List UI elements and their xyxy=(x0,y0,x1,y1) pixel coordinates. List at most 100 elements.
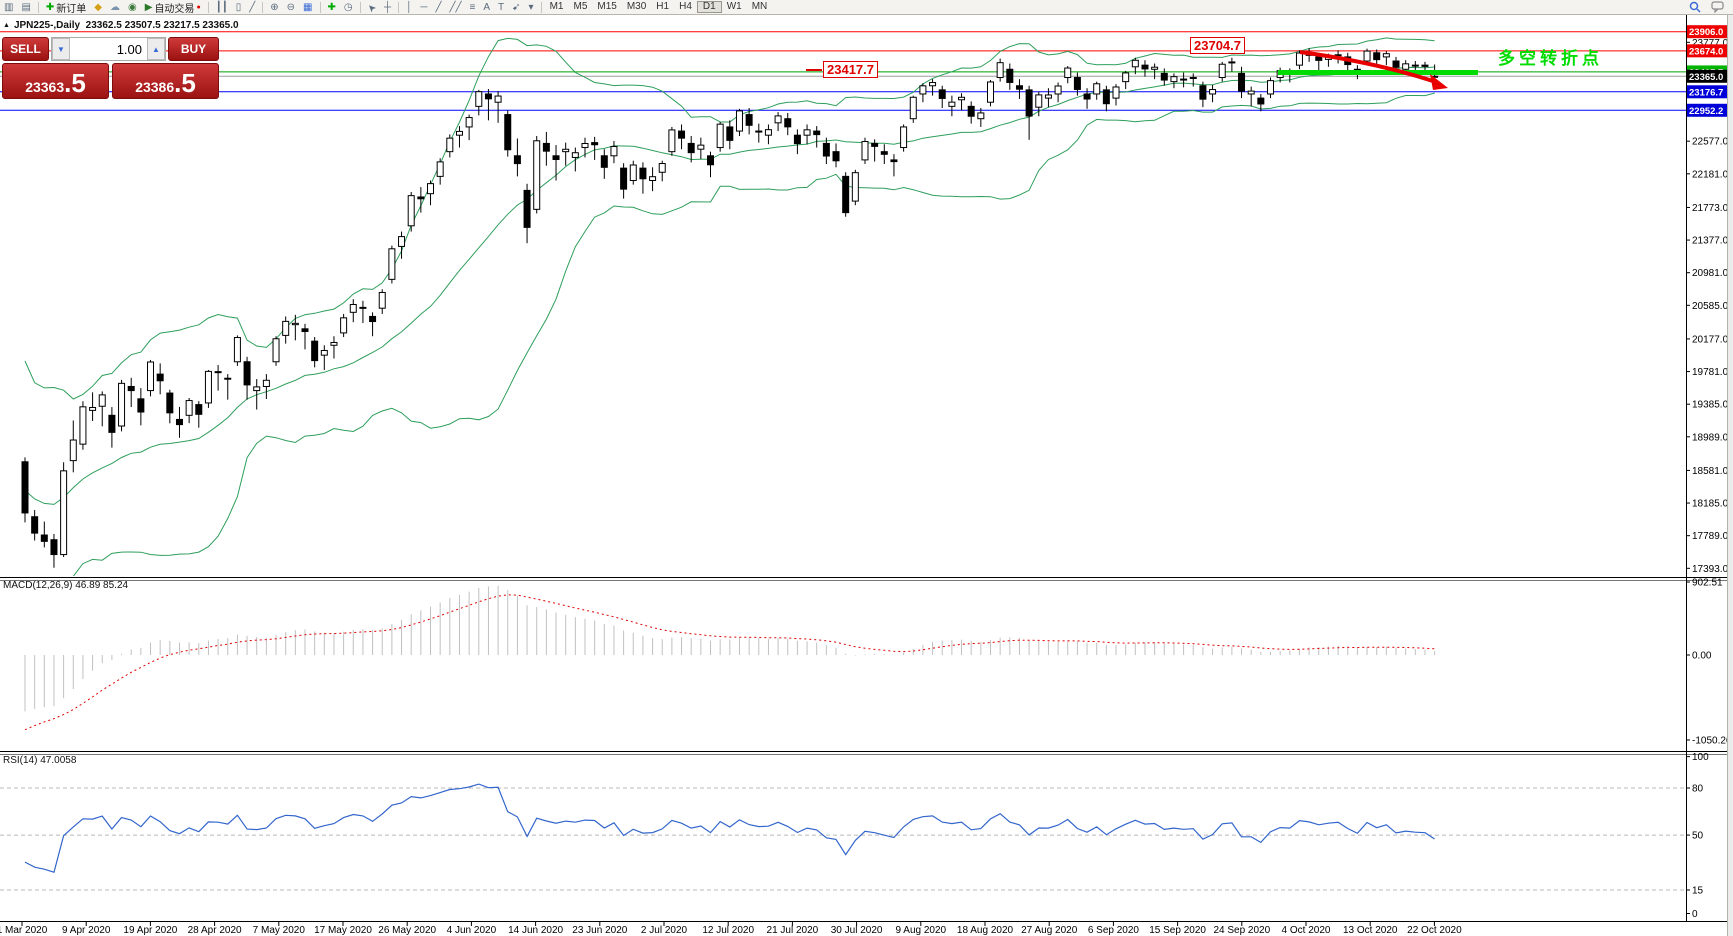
candle-body xyxy=(871,142,879,147)
candle-body xyxy=(320,349,328,356)
toolbar-separator xyxy=(37,1,39,13)
sell-price-pips: .5 xyxy=(64,68,86,98)
crosshair-icon[interactable]: ┼ xyxy=(384,1,392,13)
line-chart-mode-icon[interactable]: ╱ xyxy=(249,1,256,13)
timeframe-M30[interactable]: M30 xyxy=(626,1,647,12)
candle-body xyxy=(1035,94,1043,108)
timeframe-M5[interactable]: M5 xyxy=(573,1,588,12)
time-label[interactable]: 22 Oct 2020 xyxy=(1407,925,1462,936)
timeframe-M15[interactable]: M15 xyxy=(597,1,617,12)
signals-icon[interactable]: ◉ xyxy=(128,1,137,13)
timeframe-H4[interactable]: H4 xyxy=(679,1,692,12)
buy-price-int: 23386 xyxy=(135,79,175,95)
alerts-icon[interactable]: ◆ xyxy=(94,1,102,13)
time-label[interactable]: 14 Jun 2020 xyxy=(508,925,563,936)
time-label[interactable]: 23 Jun 2020 xyxy=(572,925,627,936)
timeframe-MN[interactable]: MN xyxy=(751,1,768,12)
time-label[interactable]: 12 Jul 2020 xyxy=(702,925,754,936)
resistance-price-label[interactable]: 23704.7 xyxy=(1190,37,1245,54)
price-tick-label: 19781.0 xyxy=(1692,367,1729,378)
sell-button[interactable]: SELL xyxy=(2,37,49,61)
candle-body xyxy=(610,146,618,157)
price-tick-label: 19385.0 xyxy=(1692,400,1729,411)
volume-value[interactable]: 1.00 xyxy=(116,41,142,57)
search-icon[interactable] xyxy=(1689,1,1701,13)
periods-icon[interactable]: ◷ xyxy=(343,1,353,13)
time-label[interactable]: 9 Aug 2020 xyxy=(895,925,946,936)
new-chart-icon[interactable]: ▥ xyxy=(4,1,14,13)
time-label[interactable]: 4 Oct 2020 xyxy=(1282,925,1331,936)
down-trend-arrow[interactable] xyxy=(1299,50,1437,84)
candle-body xyxy=(678,130,686,139)
volume-decrement-button[interactable]: ▼ xyxy=(52,38,70,60)
chat-icon[interactable] xyxy=(1711,1,1725,13)
buy-button[interactable]: BUY xyxy=(168,37,219,61)
time-label[interactable]: 1 Mar 2020 xyxy=(0,925,48,936)
vertical-line-tool-icon[interactable]: │ xyxy=(406,1,413,13)
time-label[interactable]: 30 Jul 2020 xyxy=(831,925,883,936)
candle-body xyxy=(552,155,560,160)
candlestick-mode-icon[interactable]: ▯ xyxy=(235,1,242,13)
candle-body xyxy=(813,130,821,136)
text-tool-icon[interactable]: A xyxy=(483,1,491,13)
auto-trading-button[interactable]: ▶ 自动交易 ● xyxy=(141,0,205,15)
time-label[interactable]: 4 Jun 2020 xyxy=(447,925,497,936)
horizontal-line-tool-icon[interactable]: ─ xyxy=(420,1,428,13)
time-label[interactable]: 28 Apr 2020 xyxy=(188,925,242,936)
time-label[interactable]: 17 May 2020 xyxy=(314,925,372,936)
time-label[interactable]: 19 Apr 2020 xyxy=(123,925,177,936)
indicators-add-icon[interactable]: ✚ xyxy=(327,1,336,13)
time-label[interactable]: 2 Jul 2020 xyxy=(641,925,688,936)
new-order-button[interactable]: ✚ 新订单 xyxy=(42,0,90,15)
time-label[interactable]: 27 Aug 2020 xyxy=(1021,925,1078,936)
candle-body xyxy=(958,96,966,101)
label-tool-icon[interactable]: T xyxy=(498,1,505,13)
time-label[interactable]: 18 Aug 2020 xyxy=(957,925,1014,936)
sell-price-button[interactable]: 23363.5 xyxy=(2,63,109,99)
tile-windows-icon[interactable]: ▦ xyxy=(303,1,313,13)
volume-increment-button[interactable]: ▲ xyxy=(147,38,165,60)
support-highlight-line[interactable] xyxy=(1278,70,1478,75)
candle-body xyxy=(1238,72,1246,92)
candle-body xyxy=(571,152,579,158)
time-label[interactable]: 13 Oct 2020 xyxy=(1343,925,1398,936)
profiles-icon[interactable]: ▤ xyxy=(21,1,31,13)
time-label[interactable]: 9 Apr 2020 xyxy=(62,925,111,936)
timeframe-W1[interactable]: W1 xyxy=(726,1,742,12)
bar-chart-mode-icon[interactable]: ┃┃ xyxy=(215,1,228,13)
timeframe-M1[interactable]: M1 xyxy=(549,1,564,12)
candle-body xyxy=(349,303,357,313)
candle-body xyxy=(513,155,521,165)
time-label[interactable]: 7 May 2020 xyxy=(253,925,306,936)
channel-tool-icon[interactable]: ╱╱ xyxy=(449,1,462,13)
timeframe-H1[interactable]: H1 xyxy=(656,1,670,12)
candle-body xyxy=(1363,50,1371,62)
turning-point-annotation[interactable]: 多空转折点 xyxy=(1498,49,1603,68)
timeframe-D1[interactable]: D1 xyxy=(696,1,722,13)
volume-input[interactable]: ▼ 1.00 ▲ xyxy=(51,37,166,61)
price-badge-label: 23365.0 xyxy=(1689,72,1723,83)
zoom-in-icon[interactable]: ⊕ xyxy=(270,1,279,13)
support-price-label[interactable]: 23417.7 xyxy=(823,61,878,78)
arrows-dropdown-icon[interactable]: ▾ xyxy=(528,1,534,13)
buy-price-button[interactable]: 23386.5 xyxy=(112,63,219,99)
buy-price-pips: .5 xyxy=(174,68,196,98)
one-click-collapse-icon[interactable]: ▲ xyxy=(3,22,10,29)
candle-body xyxy=(1160,72,1168,81)
trendline-tool-icon[interactable]: ╱ xyxy=(435,1,442,13)
fibonacci-tool-icon[interactable]: ≡ xyxy=(469,1,476,13)
candle-body xyxy=(523,189,531,228)
candle-body xyxy=(851,172,859,202)
price-badge xyxy=(1687,69,1732,83)
time-label[interactable]: 21 Jul 2020 xyxy=(767,925,819,936)
time-label[interactable]: 15 Sep 2020 xyxy=(1149,925,1206,936)
time-label[interactable]: 24 Sep 2020 xyxy=(1213,925,1270,936)
candle-body xyxy=(311,340,319,362)
time-label[interactable]: 26 May 2020 xyxy=(378,925,436,936)
time-label[interactable]: 6 Sep 2020 xyxy=(1088,925,1140,936)
cloud-icon[interactable]: ☁ xyxy=(110,1,120,13)
candle-body xyxy=(542,142,550,152)
zoom-out-icon[interactable]: ⊖ xyxy=(286,1,296,13)
arrows-tool-icon[interactable]: ➹ xyxy=(512,1,521,13)
